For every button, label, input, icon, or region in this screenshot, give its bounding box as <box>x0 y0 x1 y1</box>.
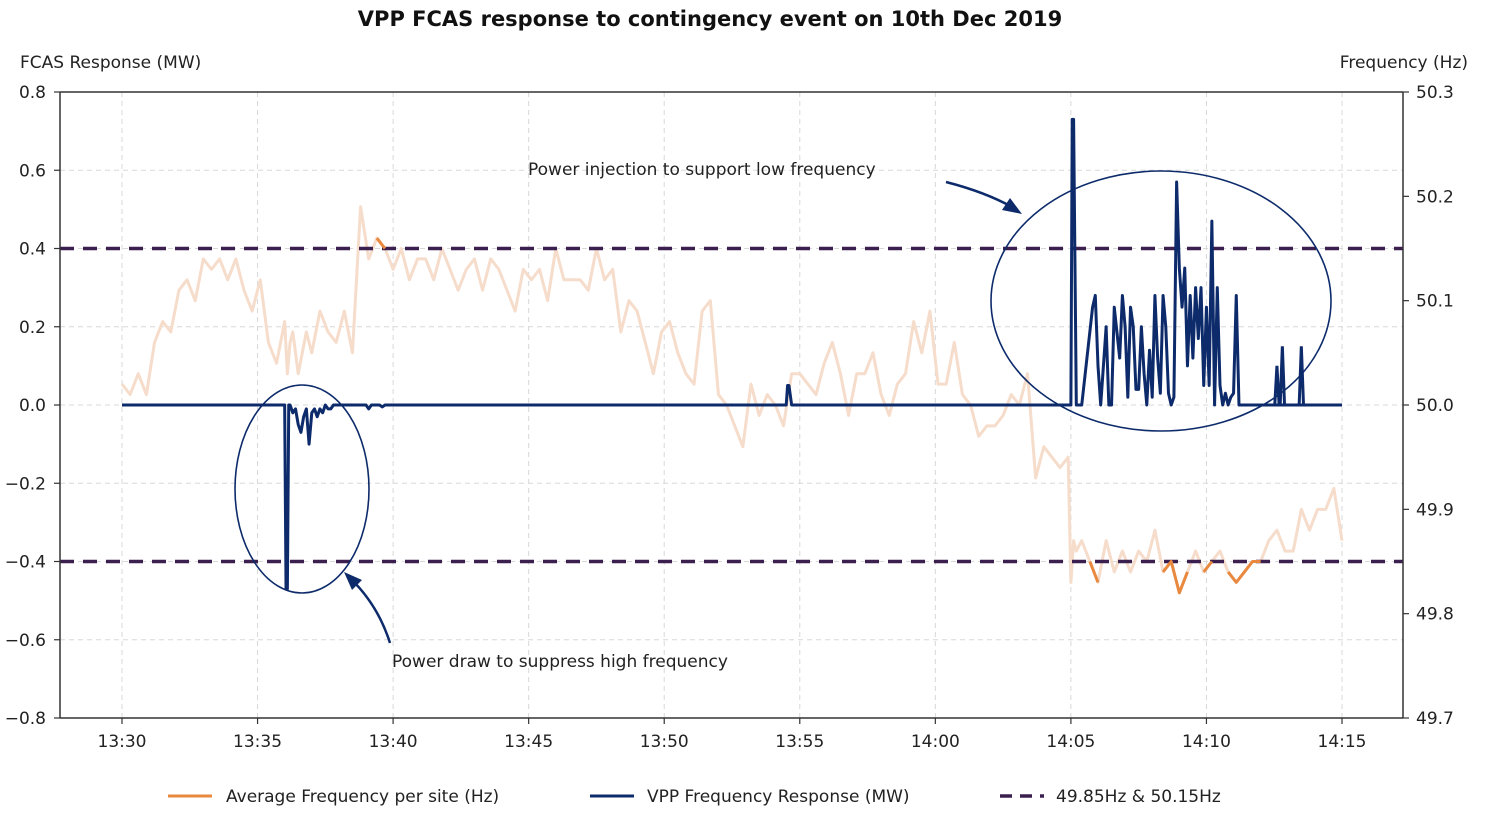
left-axis-ticks: 0.8 0.6 0.4 0.2 0.0 −0.2 −0.4 −0.6 −0.8 <box>5 83 60 729</box>
legend-label-thresholds: 49.85Hz & 50.15Hz <box>1056 787 1221 807</box>
legend-item-thresholds[interactable]: 49.85Hz & 50.15Hz <box>1000 787 1221 807</box>
left-tick-label: −0.6 <box>5 631 46 651</box>
frequency-line-highlight <box>1226 560 1261 584</box>
frequency-series-faded <box>120 205 1344 595</box>
left-tick-label: 0.8 <box>19 83 46 103</box>
legend-label-frequency: Average Frequency per site (Hz) <box>226 787 499 807</box>
right-axis-ticks: 50.3 50.2 50.1 50.0 49.9 49.8 49.7 <box>1403 83 1454 729</box>
right-tick-label: 49.8 <box>1416 605 1454 625</box>
vpp-response-series <box>122 117 1342 591</box>
annotations: Power injection to support low frequency… <box>234 160 1332 672</box>
x-tick-label: 13:35 <box>233 732 282 752</box>
frequency-line-highlight <box>375 237 387 250</box>
frequency-line-highlight <box>1161 560 1189 595</box>
frequency-line-highlight <box>1088 560 1100 583</box>
x-tick-label: 13:45 <box>504 732 553 752</box>
frequency-series-highlight <box>375 237 1261 595</box>
annotation-power-draw: Power draw to suppress high frequency <box>392 652 728 672</box>
frequency-line-faded <box>120 205 1344 595</box>
x-axis-ticks: 13:30 13:35 13:40 13:45 13:50 13:55 14:00 14:05… <box>98 718 1367 752</box>
chart-title: VPP FCAS response to contingency event o… <box>358 7 1062 31</box>
left-tick-label: −0.8 <box>5 709 46 729</box>
x-tick-label: 14:05 <box>1046 732 1095 752</box>
vpp-response-line <box>122 117 1342 591</box>
left-tick-label: 0.2 <box>19 318 46 338</box>
x-tick-label: 14:15 <box>1318 732 1367 752</box>
legend-label-vpp-response: VPP Frequency Response (MW) <box>647 787 910 807</box>
left-tick-label: 0.0 <box>19 396 46 416</box>
x-tick-label: 14:00 <box>911 732 960 752</box>
annotation-power-injection: Power injection to support low frequency <box>528 160 876 180</box>
threshold-lines <box>60 246 1403 564</box>
vpp-response-spike <box>1278 346 1287 406</box>
right-tick-label: 50.2 <box>1416 187 1454 207</box>
annotation-ellipse-power-injection <box>990 170 1332 432</box>
vpp-response-spike <box>1273 365 1281 406</box>
arrowhead-icon <box>1002 198 1022 214</box>
left-axis-label: FCAS Response (MW) <box>20 53 201 73</box>
frequency-line-highlight <box>1202 560 1214 573</box>
x-tick-label: 13:55 <box>775 732 824 752</box>
annotation-ellipse-power-draw <box>234 384 370 594</box>
legend-item-vpp-response[interactable]: VPP Frequency Response (MW) <box>590 787 910 807</box>
right-tick-label: 50.1 <box>1416 292 1454 312</box>
arrow-power-draw <box>349 577 392 644</box>
legend-item-frequency[interactable]: Average Frequency per site (Hz) <box>168 787 499 807</box>
right-tick-label: 49.7 <box>1416 709 1454 729</box>
x-tick-label: 13:30 <box>98 732 147 752</box>
arrowhead-icon <box>344 572 362 590</box>
x-tick-label: 14:10 <box>1182 732 1231 752</box>
right-tick-label: 50.0 <box>1416 396 1454 416</box>
left-tick-label: −0.4 <box>5 553 46 573</box>
x-tick-label: 13:50 <box>640 732 689 752</box>
arrow-power-injection <box>945 180 1013 209</box>
right-axis-label: Frequency (Hz) <box>1340 53 1468 73</box>
left-tick-label: −0.2 <box>5 474 46 494</box>
vpp-response-spike <box>1297 346 1306 406</box>
right-tick-label: 49.9 <box>1416 500 1454 520</box>
left-tick-label: 0.4 <box>19 240 46 260</box>
legend: Average Frequency per site (Hz) VPP Freq… <box>168 787 1221 807</box>
right-tick-label: 50.3 <box>1416 83 1454 103</box>
left-tick-label: 0.6 <box>19 161 46 181</box>
x-tick-label: 13:40 <box>369 732 418 752</box>
